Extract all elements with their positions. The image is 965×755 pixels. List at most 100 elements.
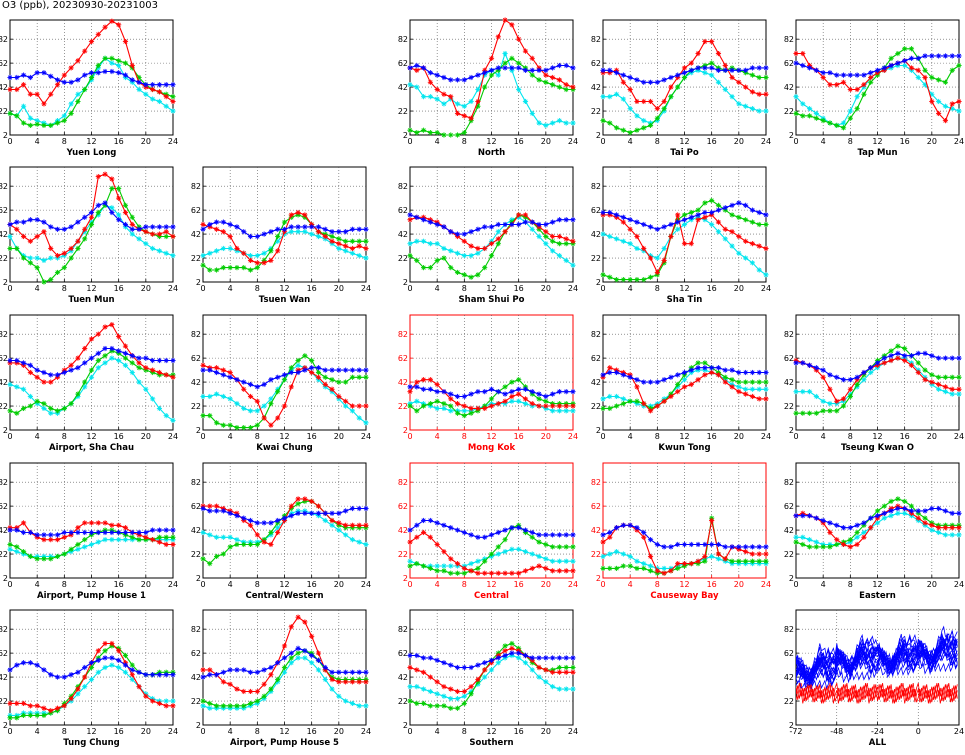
marker-arm [557,241,562,246]
x-tick-label: 4 [628,137,633,146]
marker-arm [343,229,348,234]
marker-arm [536,77,542,83]
marker-arm [496,401,501,406]
marker-arm [123,363,128,368]
marker-arm [482,389,487,394]
marker-arm [570,403,576,409]
marker-arm [116,22,121,27]
marker-arm [123,210,128,215]
marker-arm [621,80,626,85]
marker-arm [543,72,548,78]
marker-arm [275,415,280,421]
x-tick-label: 20 [541,432,551,441]
marker-arm [123,351,128,356]
marker-arm [282,227,287,232]
x-tick-label: 24 [168,284,178,293]
marker-arm [648,123,653,128]
marker-arm [35,375,40,380]
y-tick-label: 22 [591,107,601,116]
marker-arm [621,128,626,133]
marker-arm [62,113,67,118]
marker-arm [102,353,108,358]
marker-arm [248,234,253,239]
y-tick-label: 62 [191,206,201,215]
marker-arm [729,75,735,80]
marker-arm [709,210,714,215]
x-tick-label: 0 [600,432,605,441]
marker-arm [96,332,101,337]
marker-arm [68,401,74,406]
marker-arm [407,82,413,87]
marker-arm [164,229,169,234]
marker-arm [628,277,633,282]
y-tick-label: 22 [0,402,8,411]
marker-arm [716,207,721,213]
marker-arm [82,72,87,78]
marker-arm [743,217,748,222]
marker-arm [922,75,928,80]
marker-arm [164,234,169,239]
marker-arm [89,75,94,80]
marker-arm [468,116,474,121]
marker-arm [854,94,860,99]
marker-arm [509,56,515,61]
marker-arm [689,68,694,73]
marker-arm [729,68,735,73]
marker-arm [102,346,108,351]
marker-arm [136,227,142,232]
marker-arm [621,239,626,244]
x-tick-label: 4 [228,432,233,441]
marker-arm [68,363,74,368]
marker-arm [55,270,60,275]
marker-arm [7,246,13,251]
marker-arm [557,234,562,239]
marker-arm [35,265,40,270]
marker-arm [441,132,447,138]
marker-arm [130,215,135,220]
marker-arm [150,231,155,237]
marker-arm [48,411,53,416]
marker-arm [116,217,121,222]
marker-arm [516,391,521,397]
marker-arm [509,389,515,394]
marker-arm [116,70,121,75]
x-tick-label: 0 [7,432,12,441]
marker-arm [929,99,934,104]
marker-arm [221,367,226,373]
x-tick-label: 0 [600,137,605,146]
marker-arm [482,224,487,230]
marker-arm [350,239,355,244]
marker-arm [207,367,212,373]
marker-arm [902,58,907,63]
marker-arm [854,106,860,111]
marker-arm [96,174,101,179]
marker-arm [316,229,321,234]
marker-arm [702,70,708,75]
y-tick-label: 2 [196,426,201,435]
marker-arm [21,360,26,366]
marker-arm [757,210,762,215]
marker-arm [350,408,355,413]
marker-arm [200,394,206,399]
marker-arm [641,99,646,104]
marker-arm [357,243,362,249]
y-tick-label: 42 [191,378,201,387]
marker-arm [462,413,467,418]
marker-arm [648,99,653,104]
marker-arm [68,246,74,251]
marker-arm [428,241,433,246]
marker-arm [695,212,701,218]
marker-arm [261,231,267,237]
marker-arm [89,215,94,220]
marker-arm [489,56,494,61]
marker-arm [557,217,562,222]
marker-arm [814,111,819,116]
marker-arm [614,394,619,399]
marker-arm [956,53,962,59]
marker-arm [848,72,853,78]
marker-arm [557,253,562,258]
marker-arm [502,399,508,404]
